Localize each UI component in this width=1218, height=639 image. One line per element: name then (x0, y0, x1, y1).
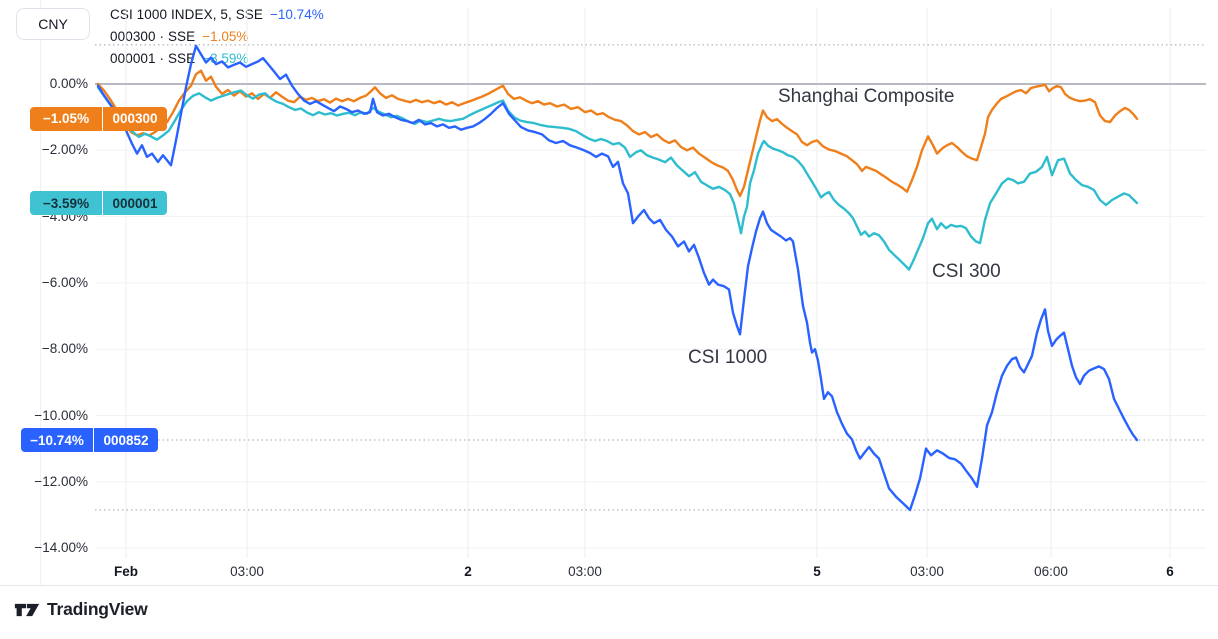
price-axis[interactable]: 0.00% −2.00% −4.00% −6.00% −8.00% −10.00% −12.… (0, 0, 88, 560)
price-badge: −10.74% 000852 (21, 428, 158, 452)
badge-symbol-code: 000300 (102, 106, 167, 131)
tradingview-brand-text: TradingView (47, 599, 148, 619)
price-axis-label: −10.00% (34, 407, 88, 423)
badge-value: −3.59% (42, 195, 90, 211)
price-axis-label: −8.00% (41, 341, 88, 357)
legend-row[interactable]: 000300 · SSE −1.05% (110, 29, 324, 51)
series-line (96, 86, 1139, 271)
time-axis-label: 06:00 (1034, 564, 1068, 579)
price-axis-label: 0.00% (49, 76, 88, 91)
price-axis-label: −12.00% (34, 473, 88, 489)
price-axis-label: −6.00% (41, 274, 88, 290)
price-badge: −3.59% 000001 (30, 191, 167, 215)
price-badge: −1.05% 000300 (30, 106, 167, 131)
time-axis-label: Feb (113, 564, 139, 579)
series-name-label: CSI 300 (932, 261, 1001, 282)
legend-symbol: 000300 · SSE (110, 29, 196, 44)
price-chart-plot[interactable] (0, 0, 1218, 590)
time-axis-label: 2 (464, 564, 472, 579)
tradingview-logo-icon (14, 603, 40, 616)
time-axis-label: 03:00 (568, 564, 602, 579)
currency-button[interactable]: CNY (16, 8, 90, 40)
badge-value: −1.05% (42, 111, 90, 127)
series-name-label: Shanghai Composite (778, 86, 955, 107)
legend-row[interactable]: CSI 1000 INDEX, 5, SSE −10.74% (110, 7, 324, 29)
price-axis-label: −14.00% (34, 540, 88, 556)
time-axis-label: 5 (813, 564, 821, 579)
series-name-label: CSI 1000 (688, 347, 768, 368)
pane-left-border (40, 0, 41, 585)
legend-symbol: 000001 · SSE (110, 51, 196, 66)
tradingview-attribution[interactable]: TradingView (14, 599, 148, 620)
time-axis-label: 03:00 (230, 564, 264, 579)
price-axis-label: −2.00% (41, 142, 88, 158)
time-axis[interactable]: Feb 03:00 2 03:00 5 03:00 06:00 6 (0, 560, 1218, 586)
badge-value: −10.74% (30, 432, 84, 448)
legend-change-value: −10.74% (270, 7, 324, 22)
time-axis-label: 6 (1166, 564, 1174, 579)
series-line (96, 44, 1139, 512)
series-line (96, 69, 1139, 198)
time-axis-label: 03:00 (910, 564, 944, 579)
legend-symbol: CSI 1000 INDEX, 5, SSE (110, 7, 264, 22)
badge-symbol-code: 000852 (93, 428, 158, 452)
badge-symbol-code: 000001 (102, 191, 167, 215)
pane-bottom-border (0, 585, 1218, 586)
legend-change-value: −1.05% (202, 29, 249, 44)
